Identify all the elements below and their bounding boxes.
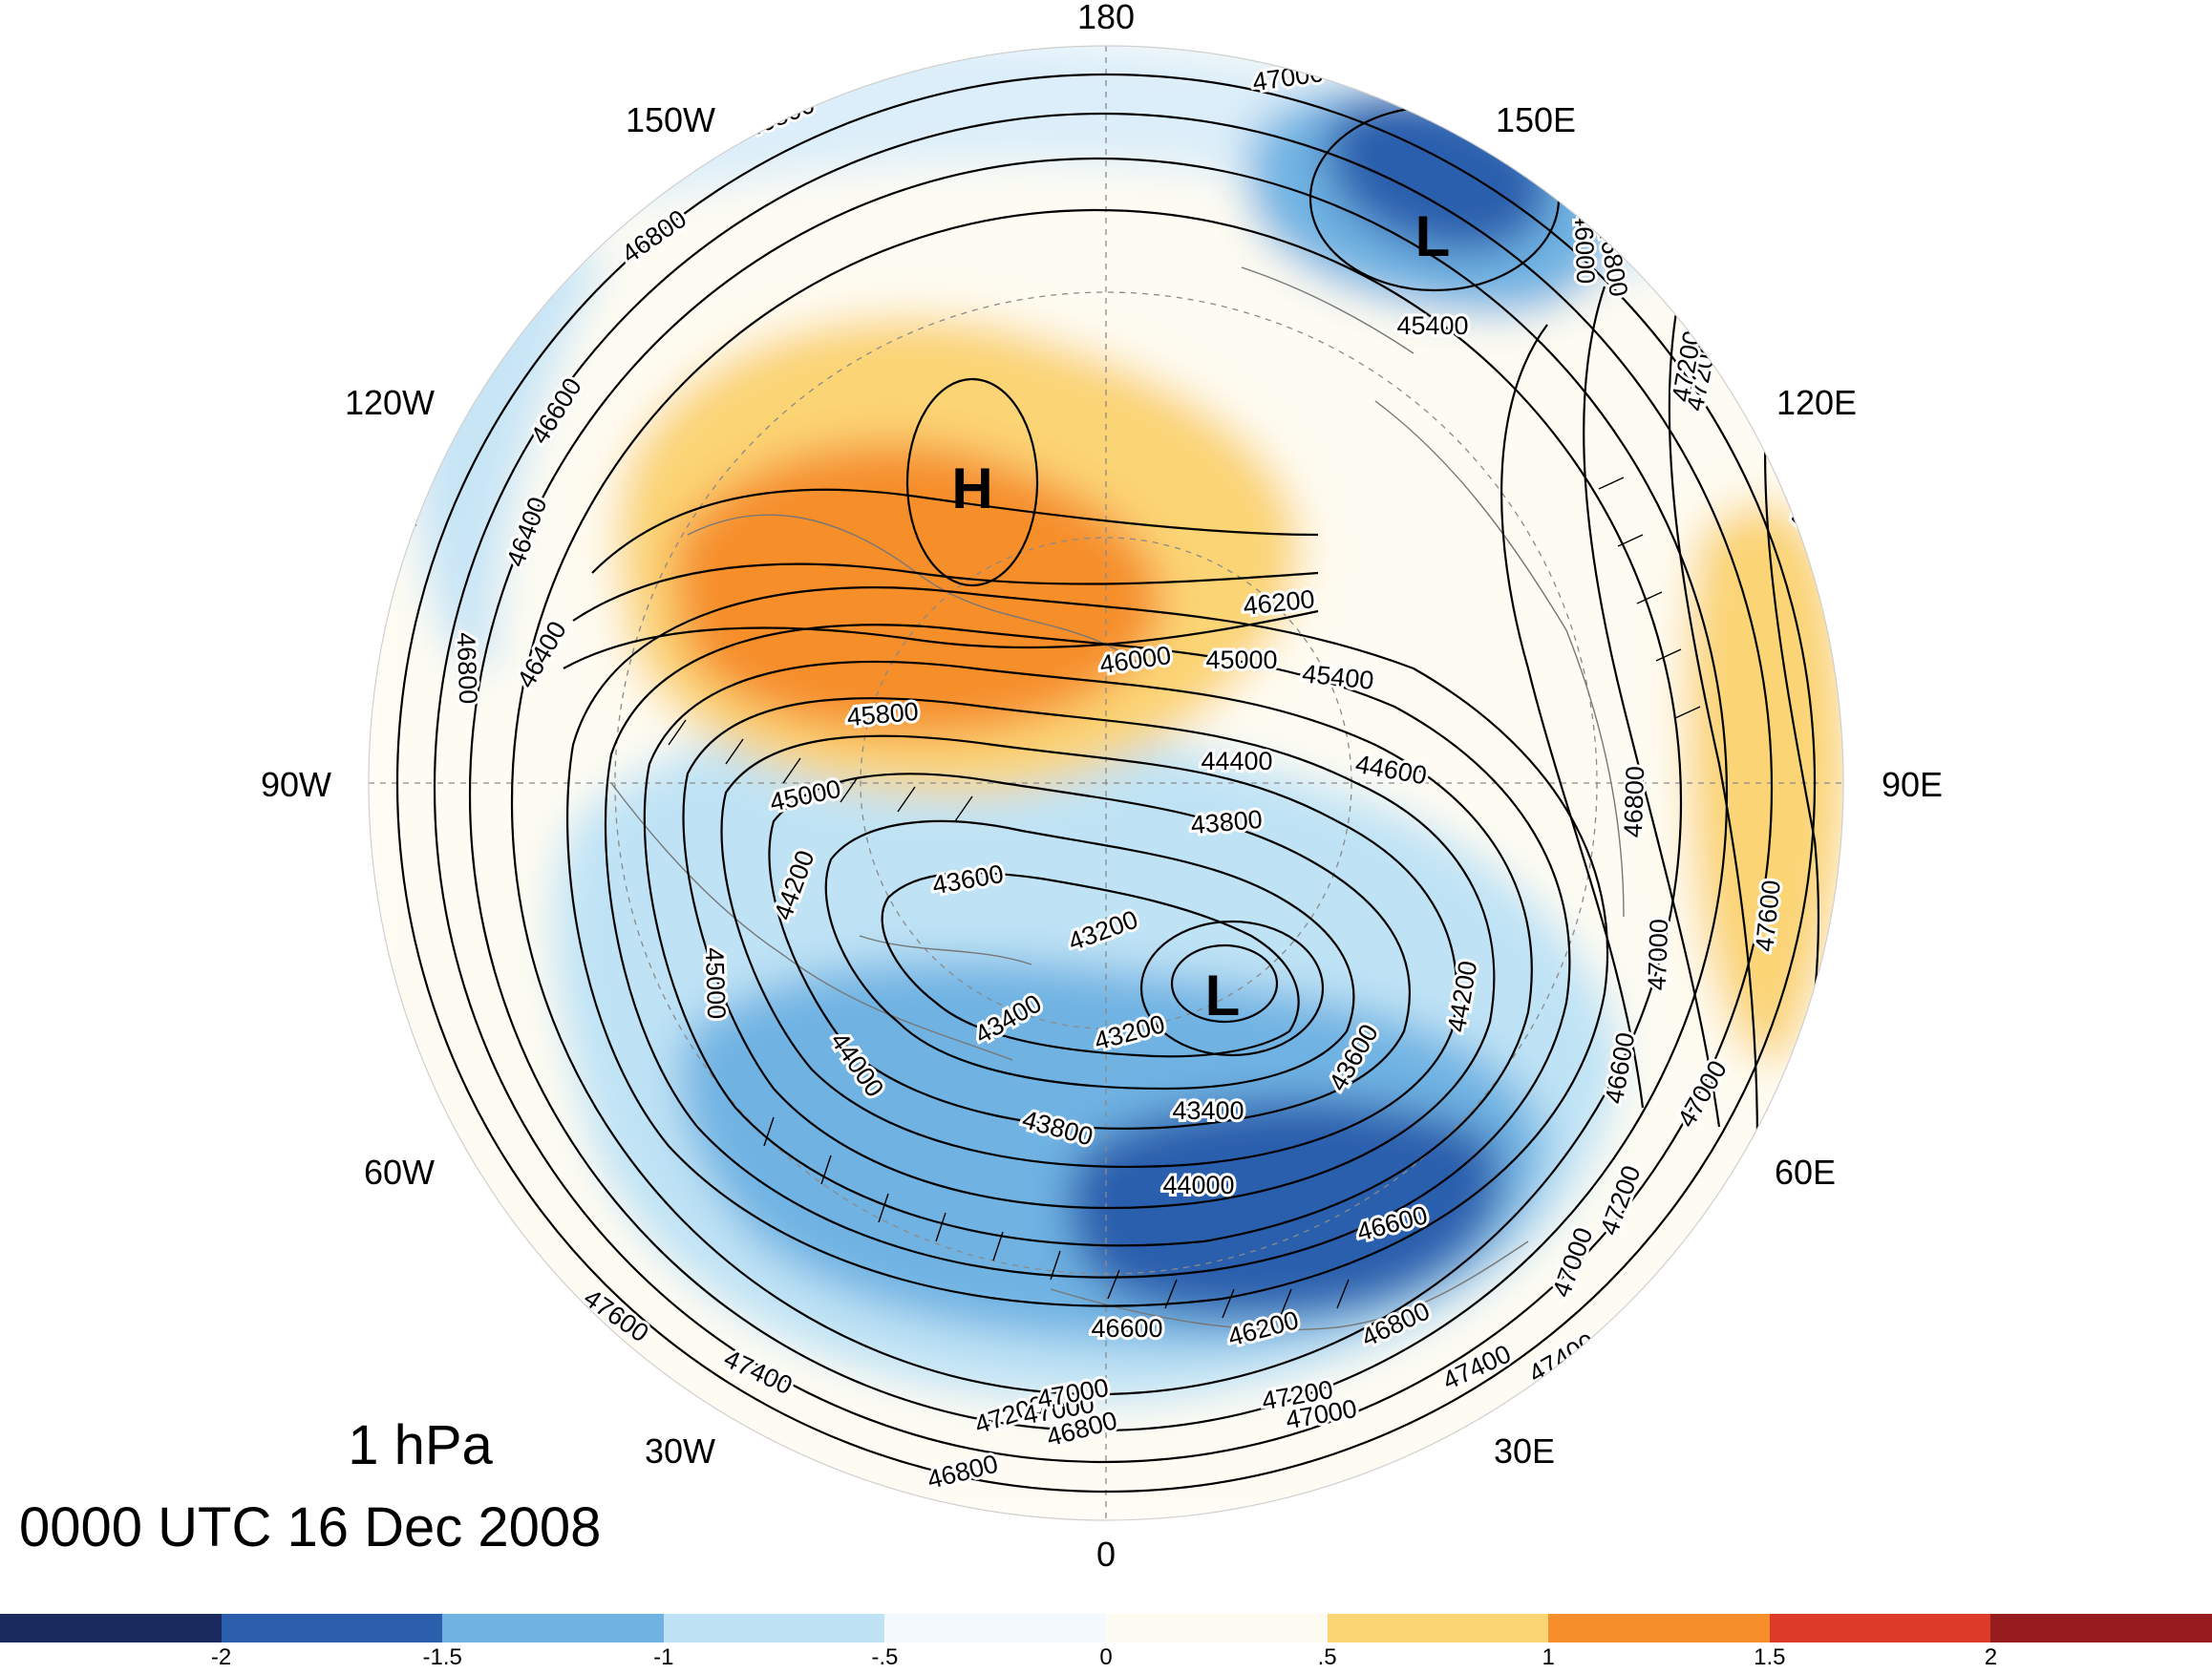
colorbar-tick-label: -1 [653, 1644, 674, 1670]
asia-positive-anomaly [1686, 502, 1843, 1064]
north-america-strong-positive-anomaly [674, 443, 1161, 737]
colorbar-swatch [663, 1614, 885, 1642]
lon-label-180: 180 [1077, 0, 1135, 36]
contour-label: 45800 [846, 697, 920, 731]
lon-label-150e: 150E [1496, 100, 1576, 139]
contour-label: 46800 [452, 632, 483, 705]
colorbar [0, 1614, 2212, 1642]
lon-label-90w: 90W [261, 765, 331, 804]
colorbar-tick-label: .5 [1317, 1644, 1337, 1670]
height-contours [395, 73, 1819, 1494]
colorbar-tick-label: -.5 [871, 1644, 899, 1670]
contour-label: 47000 [1643, 919, 1674, 991]
colorbar-tick-label: 1 [1542, 1644, 1555, 1670]
lon-label-60w: 60W [364, 1153, 435, 1192]
lon-label-30e: 30E [1494, 1431, 1555, 1471]
contour-label: 46800 [1619, 766, 1650, 838]
colorbar-swatch [1105, 1614, 1328, 1642]
colorbar-swatch [1327, 1614, 1549, 1642]
lon-label-60e: 60E [1775, 1153, 1836, 1192]
lon-label-0: 0 [1096, 1535, 1116, 1574]
contour-label: 44000 [1162, 1171, 1234, 1199]
valid-time-caption: 0000 UTC 16 Dec 2008 [19, 1496, 602, 1558]
coastlines [610, 266, 1625, 1331]
colorbar-tick-label: 1.5 [1754, 1644, 1786, 1670]
colorbar-swatch [1548, 1614, 1770, 1642]
lon-label-30w: 30W [645, 1431, 715, 1471]
lon-label-150w: 150W [626, 100, 715, 139]
colorbar-swatch [0, 1614, 222, 1642]
colorbar-ticks: -2 -1.5 -1 -.5 0 .5 1 1.5 2 [0, 1644, 2212, 1674]
map-boundary [368, 45, 1844, 1521]
low-center-label-pole: L [1205, 964, 1241, 1028]
colorbar-tick-label: 2 [1984, 1644, 1998, 1670]
europe-strong-negative-anomaly [1067, 1098, 1502, 1318]
contour-label: 43400 [1172, 1096, 1244, 1125]
colorbar-swatch [1990, 1614, 2212, 1642]
contour-label: 47400 [1785, 456, 1828, 533]
lon-label-120e: 120E [1776, 383, 1857, 422]
colorbar-swatch [1769, 1614, 1991, 1642]
colorbar-swatch [221, 1614, 443, 1642]
lon-label-120w: 120W [345, 383, 435, 422]
contour-label: 44400 [1201, 747, 1272, 775]
colorbar-tick-label: -1.5 [422, 1644, 462, 1670]
pressure-level-caption: 1 hPa [348, 1414, 493, 1476]
graticule [369, 46, 1843, 1520]
high-center-label: H [951, 456, 992, 520]
colorbar-tick-label: -2 [210, 1644, 232, 1670]
colorbar-tick-label: 0 [1099, 1644, 1113, 1670]
contour-label: 46600 [1091, 1314, 1162, 1343]
contour-label: 45400 [1396, 311, 1468, 340]
contour-label: 45000 [1205, 646, 1277, 674]
colorbar-swatch [442, 1614, 664, 1642]
colorbar-swatch [884, 1614, 1106, 1642]
contour-label: 45000 [700, 947, 732, 1020]
lon-label-90e: 90E [1882, 765, 1943, 804]
low-center-label-pacific: L [1415, 204, 1451, 268]
